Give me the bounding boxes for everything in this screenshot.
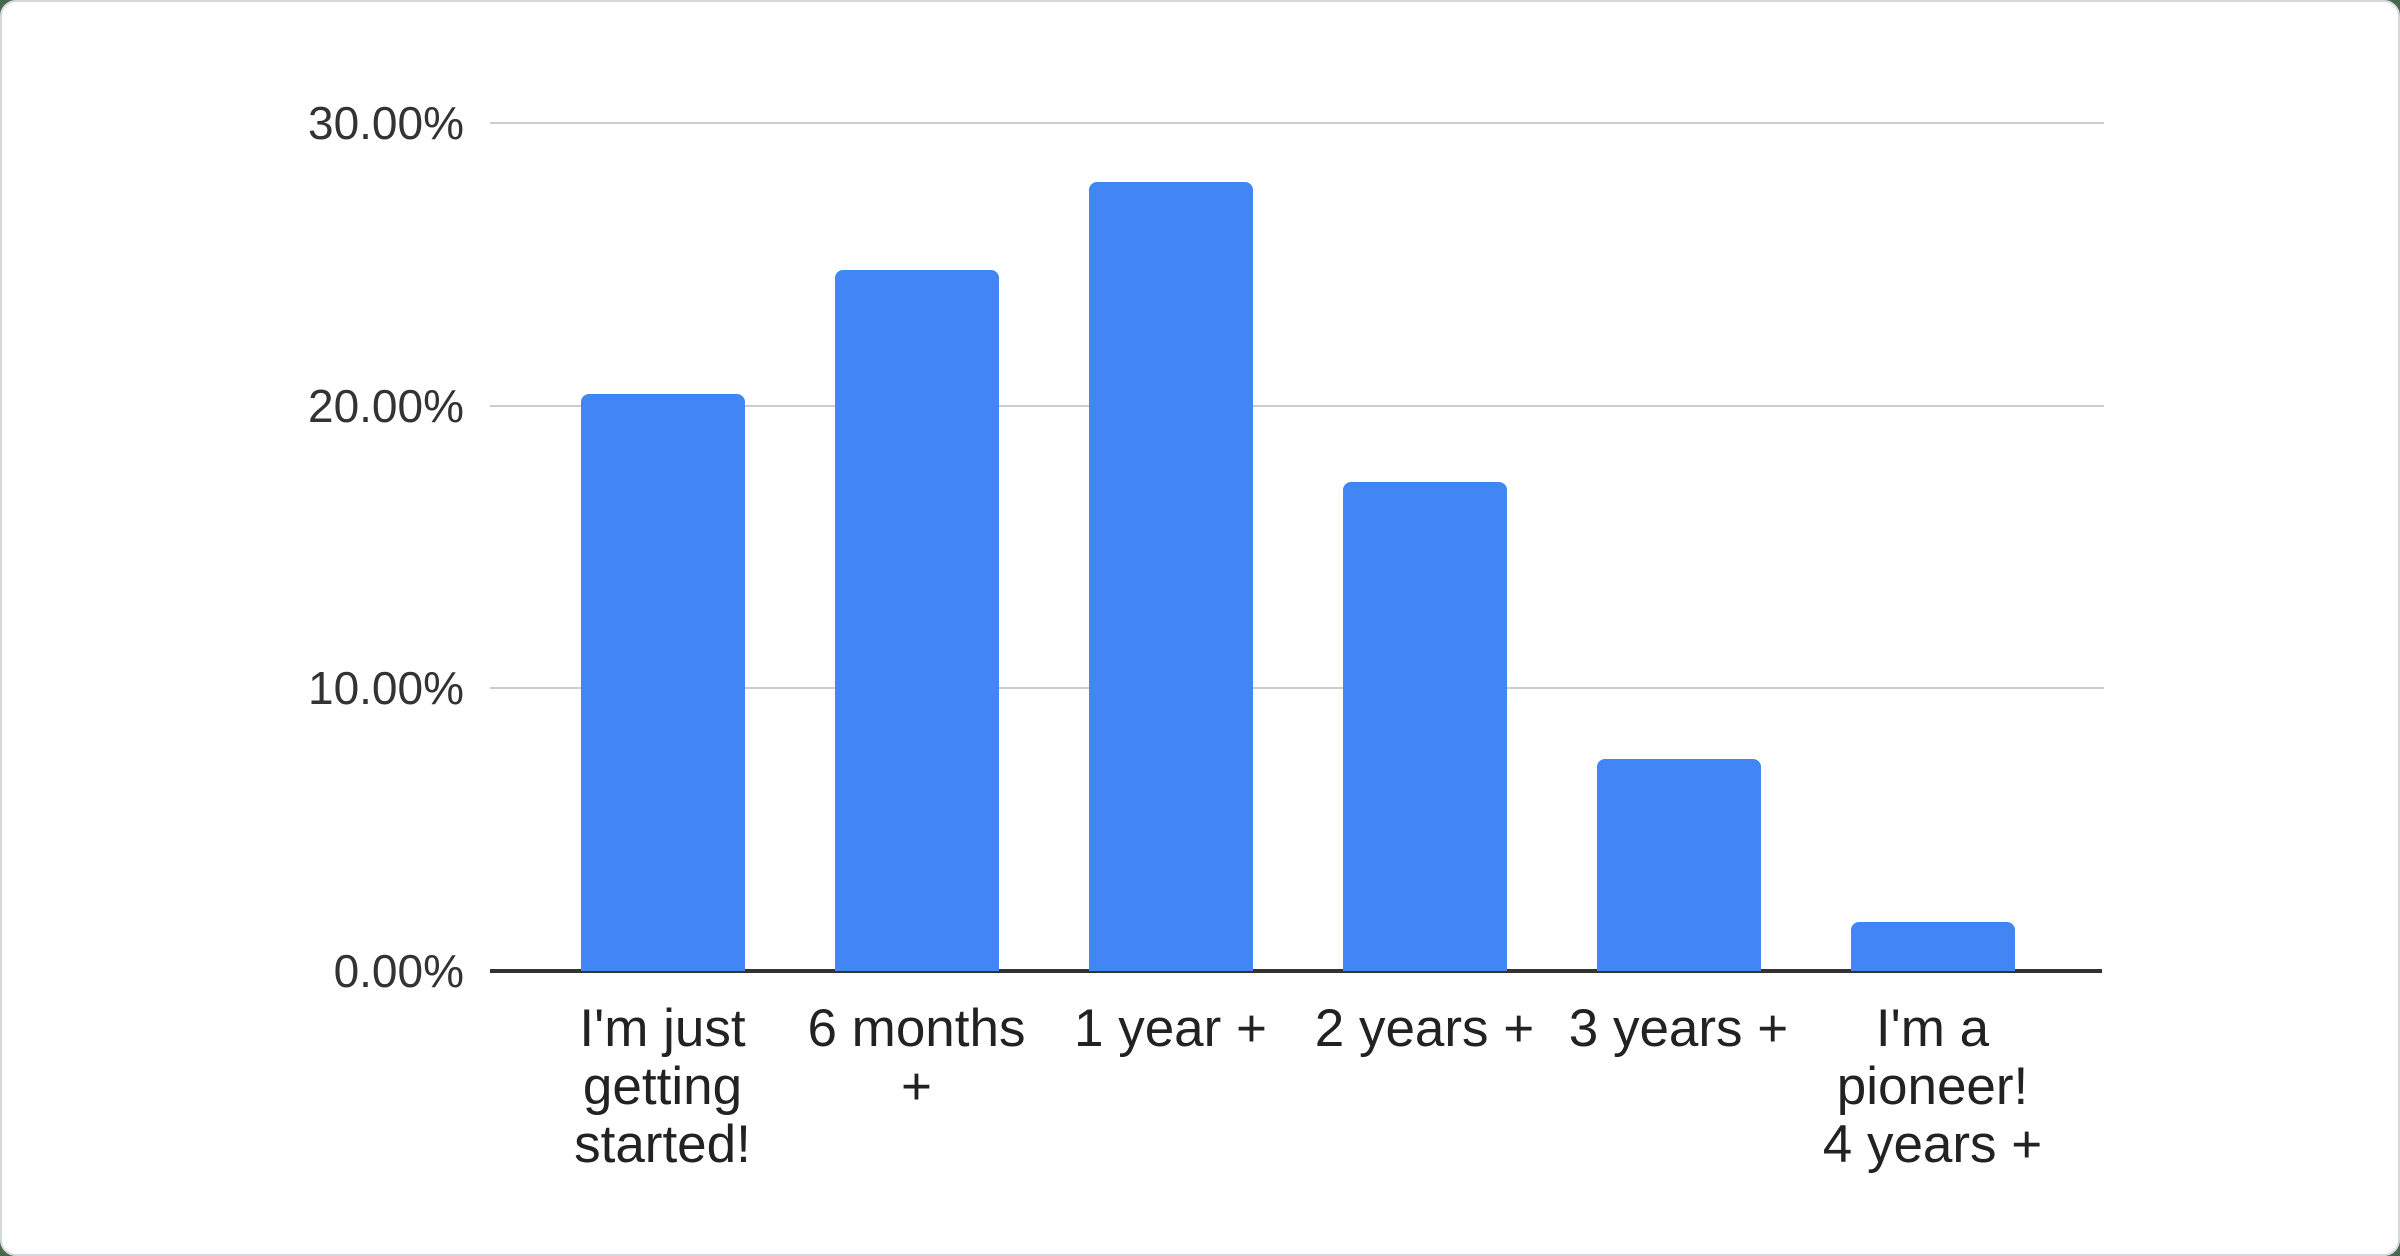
- bar-5[interactable]: [1596, 759, 1761, 971]
- gridline-20.00%: [490, 404, 2104, 407]
- y-axis-tick-label: 0.00%: [333, 945, 464, 997]
- gridline-30.00%: [490, 122, 2104, 124]
- bar-4[interactable]: [1342, 481, 1507, 971]
- bar-2[interactable]: [834, 269, 999, 971]
- gridline-10.00%: [490, 687, 2104, 690]
- bar-1[interactable]: [580, 394, 745, 971]
- x-axis-line: [490, 969, 2102, 973]
- x-axis-label-2: 6 months +: [807, 999, 1026, 1116]
- y-axis-tick-label: 20.00%: [307, 379, 464, 432]
- bar-3[interactable]: [1088, 182, 1253, 971]
- x-axis-label-3: 1 year +: [1074, 999, 1267, 1058]
- bar-6[interactable]: [1850, 921, 2015, 971]
- y-axis-tick-label: 10.00%: [307, 662, 464, 715]
- x-axis-label-6: I'm a pioneer! 4 years +: [1822, 999, 2043, 1174]
- y-axis-tick-label: 30.00%: [307, 97, 464, 149]
- x-axis-label-5: 3 years +: [1568, 999, 1789, 1058]
- x-axis-label-1: I'm just getting started!: [574, 999, 751, 1174]
- x-axis-label-4: 2 years +: [1314, 999, 1535, 1058]
